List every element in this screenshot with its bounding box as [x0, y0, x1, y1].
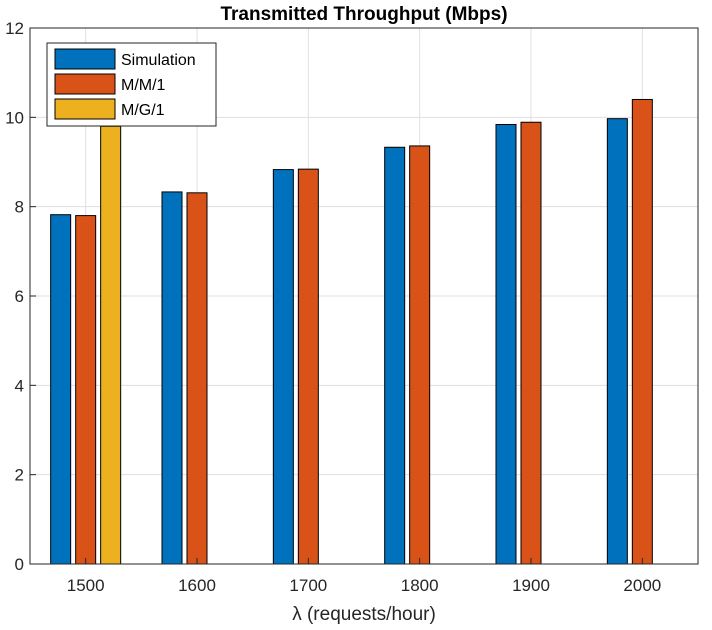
x-tick-label: 1600: [178, 576, 216, 595]
bar-simulation-1900: [495, 123, 517, 565]
chart-title: Transmitted Throughput (Mbps): [220, 4, 507, 25]
bar-m-m-1-2000: [631, 98, 653, 565]
y-tick-label: 6: [15, 287, 24, 306]
bar-simulation-1700: [272, 169, 294, 565]
legend: Simulation M/M/1 M/G/1: [46, 42, 217, 127]
x-axis-label: λ (requests/hour): [292, 604, 436, 625]
y-tick-label: 10: [5, 108, 24, 127]
bar-simulation-1600: [161, 191, 183, 565]
bar-m-m-1-1700: [297, 168, 319, 565]
legend-label: Simulation: [121, 52, 196, 69]
x-tick-label: 1700: [289, 576, 327, 595]
x-tick-label: 1800: [401, 576, 439, 595]
bar-simulation-1500: [50, 214, 72, 565]
legend-swatch: [54, 98, 116, 120]
bar-m-m-1-1500: [75, 215, 97, 565]
x-tick-label: 1900: [512, 576, 550, 595]
tick-layer: 0 2 4 6 8 10 12 1500 1600 1700 1800 1900 2000: [5, 19, 661, 595]
legend-swatch: [54, 73, 116, 95]
y-tick-label: 4: [15, 376, 24, 395]
x-tick-label: 2000: [623, 576, 661, 595]
bar-m-m-1-1800: [409, 145, 431, 565]
bar-m-g-1-1500: [100, 125, 122, 565]
bar-simulation-2000: [606, 118, 628, 565]
x-tick-label: 1500: [67, 576, 105, 595]
legend-swatch: [54, 48, 116, 70]
y-tick-label: 0: [15, 555, 24, 574]
bar-simulation-1800: [384, 146, 406, 565]
bar-m-m-1-1900: [520, 121, 542, 565]
y-tick-label: 8: [15, 198, 24, 217]
legend-label: M/M/1: [121, 77, 166, 94]
y-tick-label: 12: [5, 19, 24, 38]
y-tick-label: 2: [15, 466, 24, 485]
legend-label: M/G/1: [121, 102, 165, 119]
bar-m-m-1-1600: [186, 192, 208, 565]
bar-layer: [50, 98, 653, 565]
